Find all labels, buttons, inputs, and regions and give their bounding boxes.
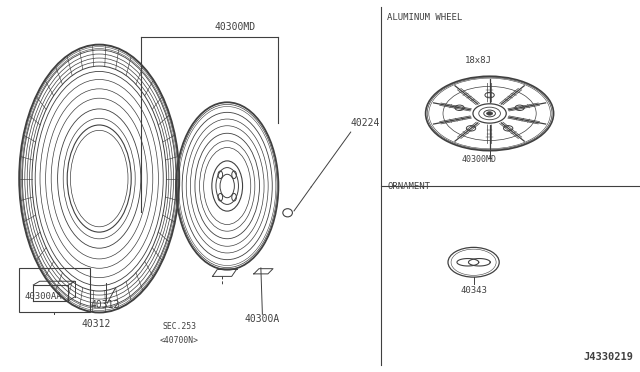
Text: 40300A: 40300A <box>244 314 280 324</box>
Text: ORNAMENT: ORNAMENT <box>387 182 430 191</box>
Circle shape <box>486 112 493 115</box>
Text: 40312: 40312 <box>81 318 111 328</box>
Text: 40343: 40343 <box>460 286 487 295</box>
Bar <box>19 268 90 312</box>
Text: 40300AA: 40300AA <box>24 292 62 301</box>
Text: 40300MD: 40300MD <box>461 155 496 164</box>
Text: J4330219: J4330219 <box>584 352 634 362</box>
Text: <40700N>: <40700N> <box>160 336 198 345</box>
Text: 40300MD: 40300MD <box>214 22 256 32</box>
Text: 40224: 40224 <box>351 118 380 128</box>
Text: 40312: 40312 <box>91 300 120 310</box>
Text: ALUMINUM WHEEL: ALUMINUM WHEEL <box>387 13 463 22</box>
Text: 18x8J: 18x8J <box>465 56 492 65</box>
Text: SEC.253: SEC.253 <box>162 322 196 331</box>
